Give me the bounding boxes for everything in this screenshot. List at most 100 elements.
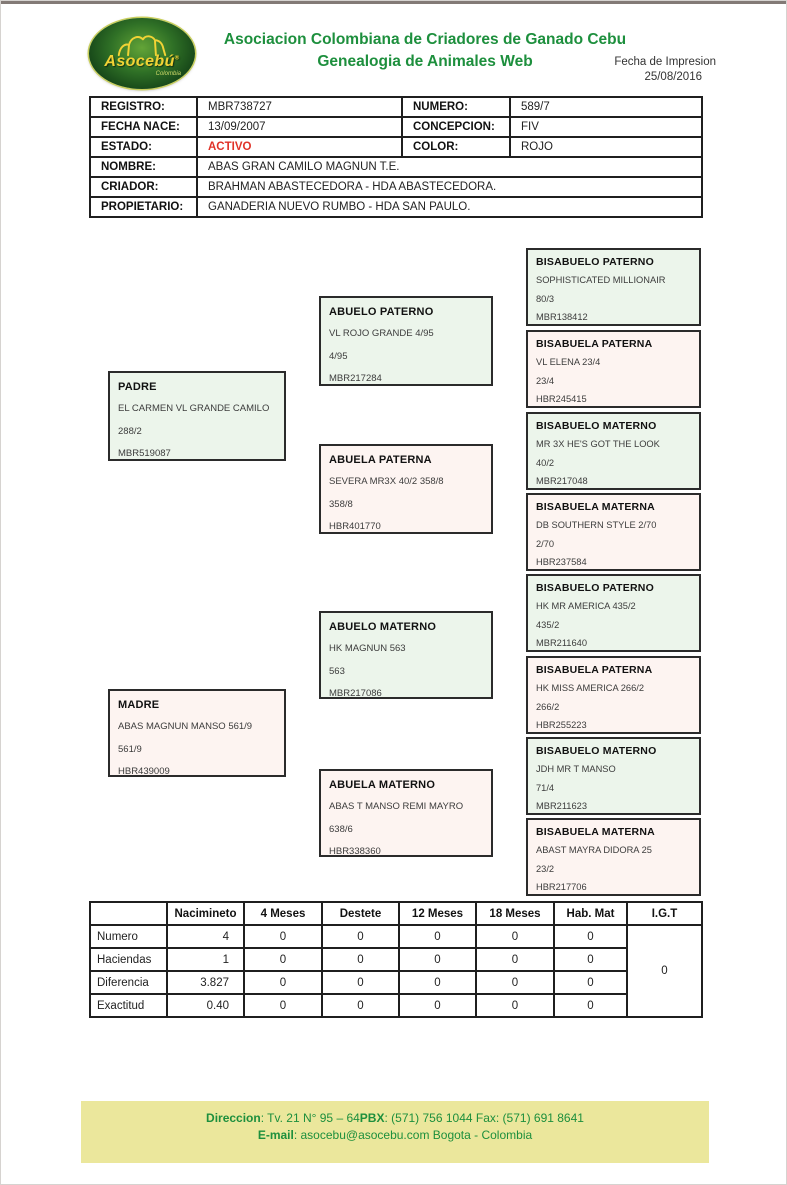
pedigree-animal-reg: MBR217086 — [329, 688, 382, 699]
stats-cell: 3.827 — [166, 970, 245, 995]
logo-country: Colombia — [155, 70, 181, 77]
stats-header-nacimineto: Nacimineto — [166, 901, 245, 926]
stats-header-row: Nacimineto 4 Meses Destete 12 Meses 18 M… — [89, 901, 703, 926]
stats-cell: 0 — [243, 947, 323, 972]
pedigree-box-abuelo-materno: ABUELO MATERNO HK MAGNUN 563 563 MBR2170… — [319, 611, 493, 699]
pedigree-animal-reg: HBR338360 — [329, 846, 381, 857]
pedigree-box-bisabuelo: BISABUELO PATERNO HK MR AMERICA 435/2 43… — [526, 574, 701, 652]
registered-mark: ® — [174, 55, 180, 62]
pedigree-animal-number: 563 — [329, 665, 345, 677]
table-row: Diferencia 3.827 0 0 0 0 0 — [89, 970, 702, 995]
stats-cell: 0 — [321, 947, 400, 972]
pedigree-animal-number: 561/9 — [118, 743, 142, 755]
table-row: Haciendas 1 0 0 0 0 0 — [89, 947, 702, 972]
pedigree-animal-number: 71/4 — [536, 782, 555, 793]
pedigree-animal-number: 435/2 — [536, 619, 560, 630]
nombre-label: NOMBRE: — [89, 156, 198, 178]
print-date-value: 25/08/2016 — [644, 71, 702, 83]
color-label: COLOR: — [401, 136, 511, 158]
table-row: FECHA NACE: 13/09/2007 CONCEPCION: FIV — [89, 116, 703, 138]
stats-row-label: Haciendas — [89, 947, 168, 972]
table-row: ESTADO: ACTIVO COLOR: ROJO — [89, 136, 703, 158]
stats-cell: 0 — [398, 970, 477, 995]
pedigree-animal-number: 266/2 — [536, 701, 560, 712]
footer: Direccion: Tv. 21 N° 95 – 64PBX: (571) 7… — [81, 1101, 709, 1163]
pedigree-animal-reg: MBR217048 — [536, 476, 588, 486]
pedigree-box-title: BISABUELO MATERNO — [536, 745, 657, 757]
pedigree-box-title: ABUELA MATERNO — [329, 779, 436, 791]
pedigree-animal-reg: MBR519087 — [118, 448, 171, 459]
page-title: Asociacion Colombiana de Criadores de Ga… — [223, 31, 627, 48]
stats-cell: 1 — [166, 947, 245, 972]
pedigree-box-title: BISABUELO PATERNO — [536, 582, 654, 594]
stats-row-label: Diferencia — [89, 970, 168, 995]
pedigree-animal-reg: MBR217284 — [329, 373, 382, 384]
color-value: ROJO — [509, 136, 703, 158]
stats-cell: 0.40 — [166, 993, 245, 1018]
pedigree-animal-reg: HBR237584 — [536, 557, 587, 567]
stats-cell: 4 — [166, 924, 245, 949]
footer-address-line: Direccion: Tv. 21 N° 95 – 64PBX: (571) 7… — [81, 1110, 709, 1127]
stats-cell: 0 — [398, 947, 477, 972]
pedigree-box-padre: PADRE EL CARMEN VL GRANDE CAMILO 288/2 M… — [108, 371, 286, 461]
pedigree-box-title: ABUELO PATERNO — [329, 306, 434, 318]
stats-cell: 0 — [243, 993, 323, 1018]
pedigree-animal-name: HK MISS AMERICA 266/2 — [536, 683, 644, 693]
stats-cell: 0 — [321, 970, 400, 995]
table-row: Numero 4 0 0 0 0 0 0 — [89, 924, 703, 1018]
propietario-label: PROPIETARIO: — [89, 196, 198, 218]
stats-cell: 0 — [243, 970, 323, 995]
numero-value: 589/7 — [509, 96, 703, 118]
footer-email-line: E-mail: asocebu@asocebu.com Bogota - Col… — [81, 1127, 709, 1144]
pedigree-animal-name: DB SOUTHERN STYLE 2/70 — [536, 520, 657, 530]
pedigree-animal-name: VL ROJO GRANDE 4/95 — [329, 328, 434, 339]
pedigree-animal-number: 23/2 — [536, 863, 555, 874]
pedigree-box-title: MADRE — [118, 699, 160, 711]
pedigree-box-title: BISABUELO MATERNO — [536, 420, 657, 432]
asocebu-logo: Asocebú® Colombia — [89, 18, 195, 89]
address-label: Direccion — [206, 1111, 261, 1125]
stats-cell: 0 — [553, 993, 628, 1018]
pedigree-box-title: BISABUELA PATERNA — [536, 338, 653, 350]
stats-table: Nacimineto 4 Meses Destete 12 Meses 18 M… — [89, 901, 703, 1018]
pedigree-animal-number: 23/4 — [536, 375, 555, 386]
pedigree-animal-name: HK MAGNUN 563 — [329, 643, 406, 654]
pedigree-animal-reg: MBR211640 — [536, 638, 587, 648]
stats-cell: 0 — [475, 947, 555, 972]
stats-cell: 0 — [553, 970, 628, 995]
pedigree-animal-name: VL ELENA 23/4 — [536, 357, 601, 367]
pedigree-animal-name: ABAS T MANSO REMI MAYRO — [329, 801, 464, 812]
pedigree-animal-number: 80/3 — [536, 293, 555, 304]
pedigree-box-bisabuelo: BISABUELO MATERNO MR 3X HE'S GOT THE LOO… — [526, 412, 701, 490]
stats-cell: 0 — [321, 924, 400, 949]
stats-header-empty — [89, 901, 168, 926]
stats-header-habmat: Hab. Mat — [553, 901, 628, 926]
print-date-label: Fecha de Impresion — [614, 56, 716, 68]
pedigree-animal-name: SOPHISTICATED MILLIONAIR — [536, 275, 666, 285]
fecha-nace-value: 13/09/2007 — [196, 116, 403, 138]
pedigree-animal-name: EL CARMEN VL GRANDE CAMILO — [118, 403, 270, 414]
page-subtitle: Genealogia de Animales Web — [317, 53, 533, 70]
stats-row-label: Exactitud — [89, 993, 168, 1018]
stats-header-4meses: 4 Meses — [243, 901, 323, 926]
stats-cell: 0 — [475, 970, 555, 995]
pedigree-box-abuelo-paterno: ABUELO PATERNO VL ROJO GRANDE 4/95 4/95 … — [319, 296, 493, 386]
stats-row-label: Numero — [89, 924, 168, 949]
registro-label: REGISTRO: — [89, 96, 198, 118]
stats-cell: 0 — [321, 993, 400, 1018]
stats-header-destete: Destete — [321, 901, 400, 926]
print-date-block: Fecha de Impresion 25/08/2016 — [576, 55, 716, 85]
pedigree-box-bisabuelo: BISABUELO PATERNO SOPHISTICATED MILLIONA… — [526, 248, 701, 326]
pedigree-box-title: BISABUELA MATERNA — [536, 826, 655, 838]
pedigree-animal-reg: HBR439009 — [118, 766, 170, 777]
pedigree-animal-number: 638/6 — [329, 823, 353, 835]
pedigree-animal-reg: MBR138412 — [536, 312, 588, 322]
pedigree-animal-reg: HBR255223 — [536, 720, 587, 730]
logo-brand-text: Asocebú — [104, 52, 175, 70]
stats-cell: 0 — [398, 993, 477, 1018]
stats-header-12meses: 12 Meses — [398, 901, 477, 926]
pedigree-animal-number: 288/2 — [118, 425, 142, 437]
table-row: CRIADOR: BRAHMAN ABASTECEDORA - HDA ABAS… — [89, 176, 703, 198]
criador-value: BRAHMAN ABASTECEDORA - HDA ABASTECEDORA. — [196, 176, 703, 198]
logo-brand: Asocebú® — [104, 52, 180, 70]
